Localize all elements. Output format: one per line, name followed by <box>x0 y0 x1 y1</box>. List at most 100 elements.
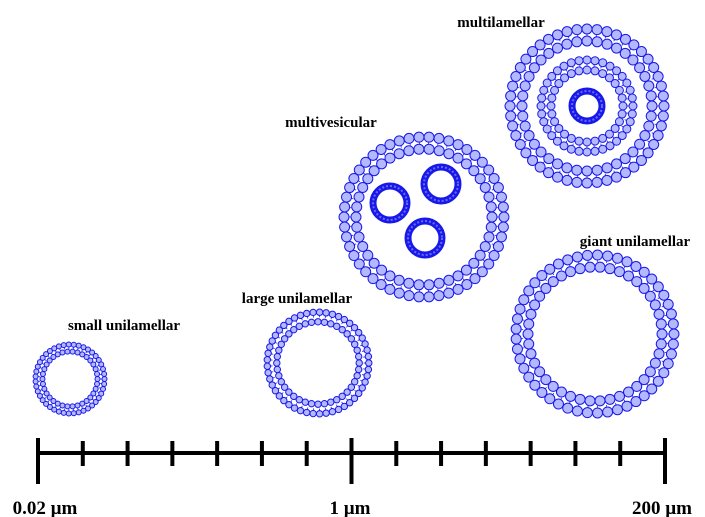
lipid-head <box>542 124 552 134</box>
lipid-head <box>529 379 541 391</box>
bilayer <box>263 308 373 418</box>
lipid-head <box>639 130 651 142</box>
lipid-head <box>617 109 627 119</box>
lipid-head <box>547 131 557 141</box>
lipid-tail <box>290 323 293 327</box>
lipid-head <box>322 309 330 317</box>
lipid-head <box>350 394 359 403</box>
lipid-head <box>347 335 356 343</box>
lipid-head <box>344 240 356 252</box>
lipid-head <box>423 131 435 143</box>
lipid-head <box>631 380 643 392</box>
lipid-head <box>488 250 500 262</box>
lipid-tail <box>340 400 344 404</box>
lipid-tail <box>324 406 326 411</box>
lipid-tail <box>345 397 348 401</box>
lipid-head <box>94 376 101 382</box>
lipid-head <box>74 402 81 409</box>
lipid-head <box>98 390 105 397</box>
lipid-head <box>345 399 354 407</box>
lipid-head <box>625 117 635 127</box>
lipid-head <box>268 337 276 345</box>
lipid-head <box>295 322 303 330</box>
lipid-head <box>89 402 96 409</box>
lipid-head <box>604 393 616 405</box>
lipid-head <box>32 378 39 385</box>
lipid-head <box>69 348 76 355</box>
lipid-head <box>602 406 614 418</box>
lipid-head <box>39 354 46 361</box>
lipid-head <box>605 61 615 71</box>
lipid-head <box>523 371 535 383</box>
lipid-tail <box>295 320 298 324</box>
lipid-head <box>43 351 50 358</box>
lipid-head <box>628 161 640 173</box>
lipid-tail <box>285 327 289 331</box>
lipid-head <box>94 370 101 377</box>
lipid-head <box>611 42 623 54</box>
lipid-head <box>601 174 613 186</box>
lipid-head <box>393 135 405 147</box>
lipid-head <box>561 26 573 38</box>
lipid-head <box>574 136 584 146</box>
scale-label: 1 µm <box>329 498 370 517</box>
lipid-head <box>536 101 546 111</box>
lipid-head <box>581 35 593 47</box>
lipid-head <box>363 372 371 380</box>
lipid-head <box>483 191 495 203</box>
lipid-head <box>485 201 497 213</box>
lipid-head <box>375 143 387 155</box>
lipid-head <box>625 85 635 95</box>
lipid-tail <box>295 402 298 406</box>
lipid-head <box>571 24 583 36</box>
lipid-head <box>483 231 495 243</box>
lipid-head <box>514 303 526 315</box>
lipid-head <box>290 325 298 334</box>
lipid-head <box>638 266 650 278</box>
lipid-tail <box>272 347 276 350</box>
lipid-head <box>460 264 472 276</box>
lipid-head <box>84 346 91 353</box>
lipid-head <box>619 47 631 59</box>
lipid-head <box>403 132 415 144</box>
lipid-tail <box>274 341 279 345</box>
lipid-head <box>547 276 559 288</box>
lipid-head <box>581 249 593 261</box>
lipid-head <box>275 326 284 334</box>
lipid-head <box>566 133 576 143</box>
lipid-head <box>571 251 583 263</box>
lipid-head <box>65 410 72 417</box>
lipid-head <box>601 38 613 50</box>
lipid-head <box>60 342 67 349</box>
lipid-tail <box>301 318 304 322</box>
lipid-head <box>277 378 285 386</box>
lipid-head <box>655 318 667 330</box>
lipid-head <box>566 144 576 154</box>
lipid-tail <box>360 373 365 376</box>
lipid-head <box>623 386 634 398</box>
lipid-head <box>594 261 606 273</box>
lipid-head <box>510 129 522 141</box>
lipid-head <box>510 323 522 335</box>
lipid-head <box>327 320 335 328</box>
lipid-head <box>627 54 639 66</box>
lipid-head <box>46 347 53 354</box>
lipid-head <box>560 73 570 83</box>
lipid-head <box>657 110 669 122</box>
lipid-head <box>627 146 639 158</box>
lipid-head <box>652 375 664 387</box>
lipid-head <box>511 343 523 355</box>
lipid-head <box>534 161 546 173</box>
lipid-head <box>83 354 90 361</box>
lipid-head <box>554 123 564 133</box>
lipid-head <box>652 71 664 83</box>
lipid-tail <box>272 376 276 379</box>
bilayer <box>510 249 680 419</box>
lipid-head <box>364 365 373 374</box>
lipid-head <box>634 62 646 74</box>
lipid-head <box>328 310 337 318</box>
lipid-head <box>358 384 366 392</box>
lipid-head <box>296 311 305 320</box>
lipid-head <box>571 176 583 188</box>
vesicle-label: multivesicular <box>285 115 377 131</box>
